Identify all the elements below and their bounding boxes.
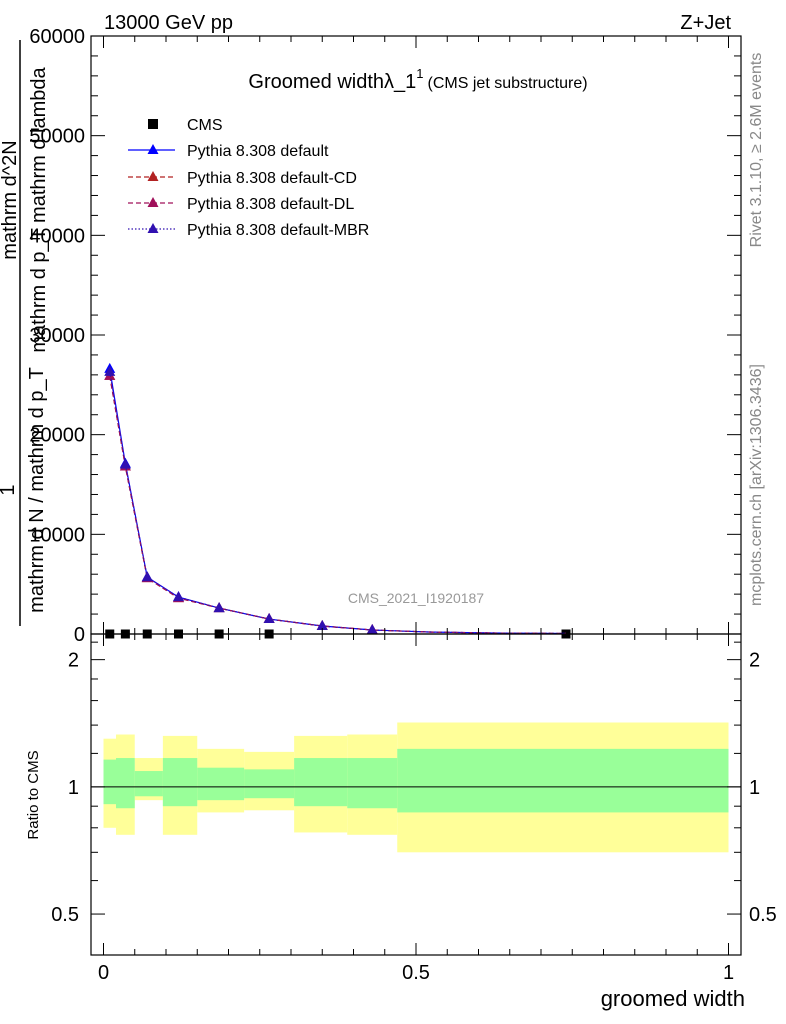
ratio-y-tick-label-left: 0.5 xyxy=(51,904,79,926)
watermark: CMS_2021_I1920187 xyxy=(348,590,484,606)
y-tick-label: 40000 xyxy=(29,225,85,247)
series-marker-default-mbr xyxy=(213,602,225,613)
ratio-y-tick-label-left: 1 xyxy=(68,777,79,799)
ratio-y-tick-label-right: 1 xyxy=(749,777,760,799)
legend-entry-default: Pythia 8.308 default xyxy=(128,143,329,160)
x-tick-label: 0.5 xyxy=(402,962,430,984)
series-marker-default-mbr xyxy=(366,624,378,635)
y-tick-label: 0 xyxy=(74,624,85,646)
x-tick-label: 0 xyxy=(98,962,109,984)
y-tick-label: 10000 xyxy=(29,524,85,546)
legend-marker-default-mbr xyxy=(147,223,159,233)
series-marker-default-mbr xyxy=(173,591,184,602)
main-curves xyxy=(104,362,571,639)
legend-label-default: Pythia 8.308 default xyxy=(187,143,329,160)
legend: CMS Pythia 8.308 default Pythia 8.308 de… xyxy=(128,117,369,239)
legend-marker-cms xyxy=(148,119,158,129)
legend-entry-default-mbr: Pythia 8.308 default-MBR xyxy=(128,222,369,239)
y-tick-label: 20000 xyxy=(29,425,85,447)
ratio-uncertainty-bands xyxy=(91,722,741,853)
legend-marker-default xyxy=(147,144,159,154)
x-axis-title: groomed width xyxy=(601,986,745,1011)
legend-entry-default-dl: Pythia 8.308 default-DL xyxy=(128,196,354,213)
legend-entry-default-cd: Pythia 8.308 default-CD xyxy=(128,170,357,187)
y-axis-title-line-4: mathrm d p_T mathrm d lambda xyxy=(28,66,50,352)
y-tick-label: 50000 xyxy=(29,126,85,148)
y-axis-title-line-3: mathrm d^2N xyxy=(0,140,21,259)
y-tick-label: 60000 xyxy=(29,26,85,48)
legend-label-default-mbr: Pythia 8.308 default-MBR xyxy=(187,222,369,239)
series-marker-default-mbr xyxy=(119,458,131,469)
x-tick-label: 1 xyxy=(723,962,734,984)
ratio-inner-band-4 xyxy=(197,767,245,801)
ratio-inner-band-3 xyxy=(162,758,198,807)
series-marker-default-mbr xyxy=(104,365,116,376)
series-line-default-dl xyxy=(109,375,567,635)
y-axis-title-ratio: Ratio to CMS xyxy=(25,750,42,839)
ratio-inner-band-7 xyxy=(347,758,398,809)
y-axis-title-main: 1 mathrm d N / mathrm d p_T mathrm d^2N … xyxy=(0,40,50,626)
header-left: 13000 GeV pp xyxy=(104,12,233,34)
ratio-inner-band-0 xyxy=(103,759,116,805)
ratio-inner-band-5 xyxy=(244,769,295,799)
legend-entry-cms: CMS xyxy=(148,117,223,134)
series-marker-default-mbr xyxy=(141,571,153,582)
legend-label-default-dl: Pythia 8.308 default-DL xyxy=(187,196,354,213)
ratio-y-tick-label-left: 2 xyxy=(68,650,79,672)
axis-ticks: 0 0.5 1 0 10000 20000 30000 40000 50000 60000 0.5 0… xyxy=(29,26,776,984)
header-right: Z+Jet xyxy=(680,12,731,34)
legend-label-cms: CMS xyxy=(187,117,223,134)
y-axis-title-line-1: 1 xyxy=(0,484,19,495)
chart-title-superscript: 1 xyxy=(416,66,423,81)
y-axis-title-line-2: mathrm d N / mathrm d p_T xyxy=(26,367,48,613)
ratio-y-tick-label-right: 0.5 xyxy=(749,904,777,926)
ratio-inner-band-6 xyxy=(294,758,348,807)
ratio-inner-band-2 xyxy=(134,771,163,797)
chart-title-suffix: (CMS jet substructure) xyxy=(428,75,588,92)
ratio-y-tick-label-right: 2 xyxy=(749,650,760,672)
legend-marker-default-cd xyxy=(147,171,159,181)
series-marker-default-mbr xyxy=(263,613,275,624)
chart-title: Groomed widthλ_11 (CMS jet substructure) xyxy=(248,66,587,93)
chart-title-main: Groomed widthλ_1 xyxy=(248,71,416,93)
legend-label-default-cd: Pythia 8.308 default-CD xyxy=(187,170,357,187)
series-marker-default-mbr xyxy=(316,620,328,631)
ratio-inner-band-1 xyxy=(116,758,135,809)
legend-marker-default-dl xyxy=(147,197,159,207)
rivet-version-label: Rivet 3.1.10, ≥ 2.6M events xyxy=(748,53,765,248)
mcplots-label: mcplots.cern.ch [arXiv:1306.3436] xyxy=(748,364,765,606)
ratio-inner-band-8 xyxy=(397,748,729,813)
y-tick-label: 30000 xyxy=(29,325,85,347)
